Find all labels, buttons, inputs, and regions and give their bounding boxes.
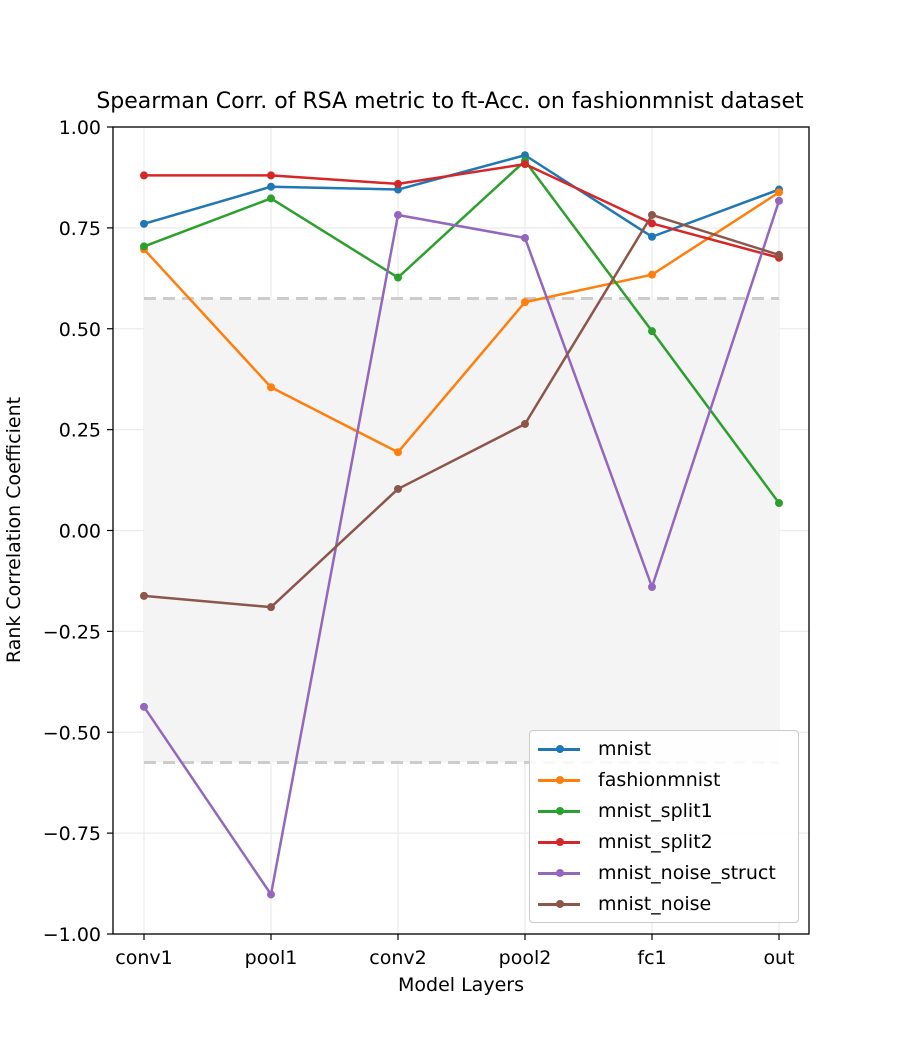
y-tick-label: 1.00 xyxy=(59,117,101,139)
x-tick-label-conv1: conv1 xyxy=(115,947,172,969)
series-line-mnist-split1 xyxy=(143,159,781,504)
band-fill xyxy=(144,298,779,763)
point-mnist-fc1 xyxy=(648,232,656,241)
legend-swatch-mnist-split2 xyxy=(538,837,580,846)
y-ticks: −1.00 −0.75 −0.50 −0.25 0.00 0.25 0.50 0.75 1.00 xyxy=(43,117,113,946)
y-tick-label: 0.00 xyxy=(59,521,101,543)
legend-swatch-mnist xyxy=(538,744,580,753)
legend-item-mnist-noise-struct: mnist_noise_struct xyxy=(538,861,776,885)
point-fashionmnist-pool1 xyxy=(267,383,275,392)
point-fashionmnist-conv2 xyxy=(394,448,402,457)
x-tick-label-out: out xyxy=(763,947,794,969)
x-tick-label-conv2: conv2 xyxy=(369,947,426,969)
y-tick-label: 0.75 xyxy=(59,218,101,240)
legend-item-fashionmnist: fashionmnist xyxy=(538,768,720,792)
point-fashionmnist-pool2 xyxy=(521,298,529,307)
series-lines xyxy=(140,151,783,899)
chart-title: Spearman Corr. of RSA metric to ft-Acc. … xyxy=(96,89,804,114)
point-mnist-split1-conv2 xyxy=(394,273,402,282)
y-tick-label: −1.00 xyxy=(43,924,101,946)
y-tick-label: −0.75 xyxy=(43,823,101,845)
point-mnist-noise-conv2 xyxy=(394,484,402,493)
point-mnist-split1-pool1 xyxy=(267,194,275,203)
point-mnist-conv2 xyxy=(394,185,402,194)
legend-item-mnist: mnist xyxy=(538,737,651,761)
significance-band xyxy=(144,296,779,765)
point-mnist-noise-conv1 xyxy=(140,591,148,600)
series-line-mnist-noise-struct xyxy=(142,200,781,896)
point-mnist-noise-struct-conv2 xyxy=(394,210,402,219)
legend-label-mnist-noise: mnist_noise xyxy=(598,893,712,915)
point-mnist-noise-pool1 xyxy=(267,603,275,612)
x-tick-label-pool1: pool1 xyxy=(245,947,298,969)
point-fashionmnist-out xyxy=(775,188,783,197)
legend-swatch-mnist-split1 xyxy=(538,806,580,815)
point-mnist-noise-out xyxy=(775,250,783,259)
legend-item-mnist-noise: mnist_noise xyxy=(538,892,711,916)
point-mnist-pool2 xyxy=(521,151,529,160)
series-line-mnist-noise xyxy=(143,213,780,609)
point-mnist-noise-struct-pool2 xyxy=(521,233,529,242)
point-mnist-split2-fc1 xyxy=(648,219,656,228)
point-mnist-split2-conv2 xyxy=(394,179,402,188)
point-mnist-split2-pool1 xyxy=(267,171,275,180)
legend-label-mnist-split1: mnist_split1 xyxy=(598,800,713,822)
legend: mnist fashionmnist mnist_split1 mnist_sp… xyxy=(529,730,799,923)
legend-swatch-mnist-noise-struct xyxy=(538,868,580,877)
point-mnist-noise-struct-pool1 xyxy=(267,890,275,899)
point-mnist-noise-struct-out xyxy=(775,196,783,205)
point-fashionmnist-fc1 xyxy=(648,270,656,279)
x-tick-label-pool2: pool2 xyxy=(499,947,552,969)
point-mnist-split1-out xyxy=(775,499,783,508)
point-mnist-pool1 xyxy=(267,182,275,191)
point-mnist-split2-conv1 xyxy=(140,171,148,180)
y-axis-label: Rank Correlation Coefficient xyxy=(3,396,25,664)
y-tick-label: −0.25 xyxy=(43,621,101,643)
x-axis-label: Model Layers xyxy=(398,974,524,996)
x-ticks: conv1 pool1 conv2 pool2 fc1 out xyxy=(115,934,795,969)
series-line-mnist-split2 xyxy=(144,162,780,259)
legend-item-mnist-split2: mnist_split2 xyxy=(538,830,713,854)
y-tick-label: 0.25 xyxy=(59,420,101,442)
point-mnist-noise-pool2 xyxy=(521,419,529,428)
legend-swatch-fashionmnist xyxy=(538,775,580,784)
legend-label-mnist-split2: mnist_split2 xyxy=(598,831,713,853)
point-mnist-split1-fc1 xyxy=(648,327,656,336)
y-tick-label: −0.50 xyxy=(43,722,101,744)
legend-item-mnist-split1: mnist_split1 xyxy=(538,799,713,823)
point-mnist-noise-fc1 xyxy=(648,210,656,219)
legend-label-mnist: mnist xyxy=(598,738,652,760)
legend-label-fashionmnist: fashionmnist xyxy=(598,769,721,791)
y-tick-label: 0.50 xyxy=(59,319,101,341)
point-mnist-conv1 xyxy=(140,219,148,228)
series-line-fashionmnist xyxy=(143,191,780,454)
legend-label-mnist-noise-struct: mnist_noise_struct xyxy=(598,862,776,884)
point-mnist-split2-pool2 xyxy=(521,160,529,169)
point-mnist-noise-struct-fc1 xyxy=(648,582,656,591)
x-tick-label-fc1: fc1 xyxy=(637,947,666,969)
legend-swatch-mnist-noise xyxy=(538,899,580,908)
point-mnist-split1-conv1 xyxy=(140,242,148,251)
point-mnist-noise-struct-conv1 xyxy=(140,702,148,711)
